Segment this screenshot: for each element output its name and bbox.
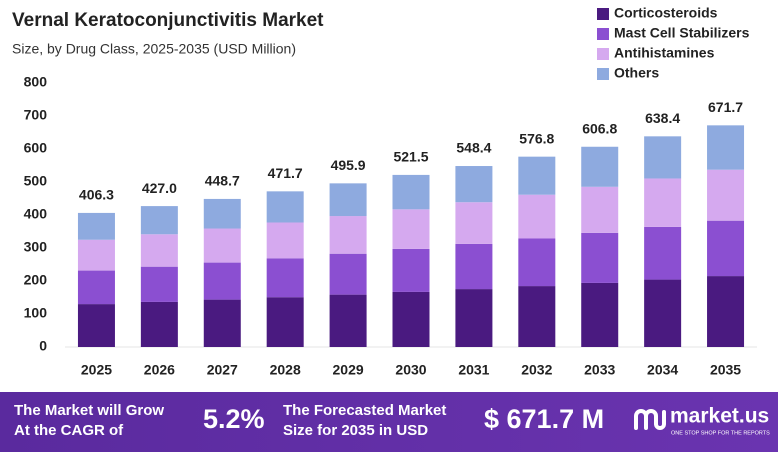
bar-segment bbox=[77, 304, 115, 347]
bar-segment bbox=[140, 234, 178, 267]
x-tick-label: 2029 bbox=[333, 362, 364, 378]
x-tick-label: 2033 bbox=[584, 362, 615, 378]
legend-swatch bbox=[597, 8, 609, 20]
bar-segment bbox=[518, 194, 556, 239]
bar-segment bbox=[329, 294, 367, 347]
x-tick-label: 2026 bbox=[144, 362, 175, 378]
bar-segment bbox=[581, 146, 619, 187]
forecast-value: $ 671.7 M bbox=[484, 404, 604, 434]
total-label: 471.7 bbox=[268, 165, 303, 181]
legend-label: Others bbox=[614, 65, 659, 81]
legend-swatch bbox=[597, 28, 609, 40]
y-tick-label: 700 bbox=[24, 107, 48, 123]
bar-segment bbox=[518, 286, 556, 347]
bar-segment bbox=[140, 206, 178, 235]
bar-segment bbox=[392, 174, 430, 210]
x-tick-label: 2027 bbox=[207, 362, 238, 378]
total-label: 495.9 bbox=[331, 157, 366, 173]
bar-segment bbox=[707, 169, 745, 221]
bar-segment bbox=[581, 232, 619, 283]
bar-segment bbox=[392, 248, 430, 292]
footer-band bbox=[0, 392, 778, 452]
y-tick-label: 100 bbox=[24, 305, 48, 321]
bar-segment bbox=[644, 136, 682, 179]
total-label: 448.7 bbox=[205, 173, 240, 189]
bar-segment bbox=[455, 289, 493, 347]
brand-tagline: ONE STOP SHOP FOR THE REPORTS bbox=[671, 430, 770, 436]
x-tick-label: 2034 bbox=[647, 362, 678, 378]
bar-segment bbox=[77, 239, 115, 271]
x-tick-label: 2028 bbox=[270, 362, 301, 378]
legend-swatch bbox=[597, 48, 609, 60]
y-tick-label: 500 bbox=[24, 173, 48, 189]
total-label: 671.7 bbox=[708, 99, 743, 115]
total-label: 606.8 bbox=[582, 120, 617, 136]
brand-logo bbox=[634, 409, 666, 430]
cagr-text: At the CAGR of bbox=[14, 422, 124, 439]
bar-segment bbox=[203, 198, 241, 229]
legend-label: Corticosteroids bbox=[614, 5, 718, 21]
cagr-text: The Market will Grow bbox=[14, 402, 164, 419]
bar-segment bbox=[266, 297, 304, 347]
bar-segment bbox=[581, 186, 619, 233]
bar-segment bbox=[329, 216, 367, 254]
forecast-text: Size for 2035 in USD bbox=[283, 422, 428, 439]
total-label: 576.8 bbox=[519, 130, 554, 146]
bar-segment bbox=[140, 266, 178, 302]
bar-segment bbox=[266, 191, 304, 223]
bar-segment bbox=[203, 262, 241, 300]
y-tick-label: 0 bbox=[39, 338, 47, 354]
legend-swatch bbox=[597, 68, 609, 80]
chart-subtitle: Size, by Drug Class, 2025-2035 (USD Mill… bbox=[12, 41, 296, 57]
bar-segment bbox=[644, 178, 682, 227]
bar-segment bbox=[518, 238, 556, 287]
y-tick-label: 800 bbox=[24, 74, 48, 90]
bar-segment bbox=[455, 166, 493, 203]
bar-segment bbox=[77, 212, 115, 240]
bar-segment bbox=[581, 282, 619, 347]
forecast-text: The Forecasted Market bbox=[283, 402, 446, 419]
bar-segment bbox=[329, 183, 367, 217]
y-tick-label: 300 bbox=[24, 239, 48, 255]
bar-segment bbox=[392, 209, 430, 249]
bar-segment bbox=[203, 228, 241, 263]
total-label: 638.4 bbox=[645, 110, 680, 126]
bar-segment bbox=[644, 226, 682, 280]
bar-segment bbox=[707, 220, 745, 277]
x-tick-label: 2025 bbox=[81, 362, 112, 378]
brand-name: market.us bbox=[670, 405, 769, 428]
bar-segment bbox=[77, 270, 115, 305]
x-tick-label: 2035 bbox=[710, 362, 741, 378]
bar-segment bbox=[644, 279, 682, 347]
x-tick-label: 2030 bbox=[395, 362, 426, 378]
bar-segment bbox=[203, 299, 241, 347]
y-tick-label: 400 bbox=[24, 206, 48, 222]
y-tick-label: 600 bbox=[24, 140, 48, 156]
y-tick-label: 200 bbox=[24, 272, 48, 288]
total-label: 406.3 bbox=[79, 187, 114, 203]
bar-segment bbox=[266, 258, 304, 298]
chart-title: Vernal Keratoconjunctivitis Market bbox=[12, 10, 324, 31]
bar-segment bbox=[140, 301, 178, 347]
bar-segment bbox=[455, 202, 493, 244]
cagr-value: 5.2% bbox=[203, 404, 265, 434]
legend-label: Mast Cell Stabilizers bbox=[614, 25, 750, 41]
total-label: 548.4 bbox=[456, 140, 491, 156]
bar-segment bbox=[707, 125, 745, 170]
bar-segment bbox=[266, 222, 304, 259]
bar-segment bbox=[329, 253, 367, 295]
bar-segment bbox=[392, 291, 430, 347]
bar-segment bbox=[455, 243, 493, 290]
bar-segment bbox=[707, 276, 745, 347]
bar-segment bbox=[518, 156, 556, 195]
total-label: 521.5 bbox=[393, 149, 428, 165]
legend-label: Antihistamines bbox=[614, 45, 715, 61]
x-tick-label: 2031 bbox=[458, 362, 489, 378]
total-label: 427.0 bbox=[142, 180, 177, 196]
x-tick-label: 2032 bbox=[521, 362, 552, 378]
